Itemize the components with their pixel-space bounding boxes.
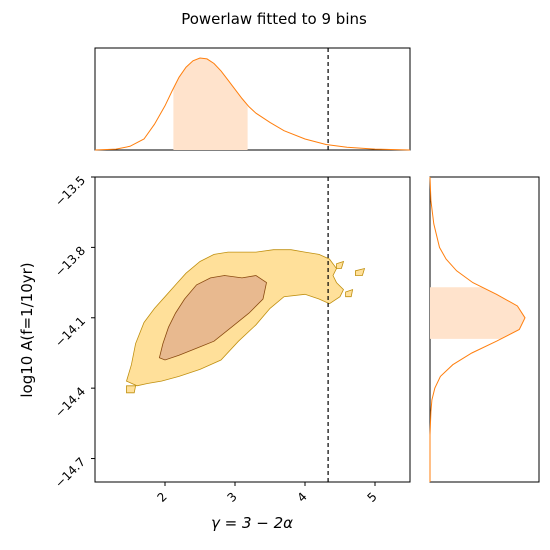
contour-island <box>345 288 354 298</box>
joint-panel: 2 3 4 5 −13.5 −13.8 −14.1 −14.4 −14.7 <box>52 173 411 505</box>
x-tick-label: 5 <box>365 490 380 505</box>
credible-interval-right <box>430 287 525 339</box>
posterior-line-amplitude <box>429 176 526 482</box>
x-tick-label: 3 <box>225 490 240 505</box>
y-tick-label: −14.4 <box>52 384 88 420</box>
contour-inner <box>158 275 267 361</box>
x-tick-label: 4 <box>295 490 310 505</box>
top-marginal-frame <box>94 47 411 151</box>
credible-interval-top <box>173 58 248 151</box>
contour-island <box>126 385 137 394</box>
y-axis-label: log10 A(f=1/10yr) <box>18 262 36 397</box>
chart-title: Powerlaw fitted to 9 bins <box>181 10 367 28</box>
top-marginal-panel <box>94 47 411 151</box>
y-tick-label: −13.8 <box>52 244 88 280</box>
y-tick-label: −14.7 <box>52 455 88 491</box>
posterior-line-gamma <box>94 57 411 151</box>
contour-island <box>355 267 366 276</box>
y-tick-label: −13.5 <box>52 173 88 209</box>
joint-frame <box>94 176 411 483</box>
contour-island <box>336 260 345 269</box>
x-axis-label: γ = 3 − 2α <box>211 514 293 532</box>
right-marginal-panel <box>429 176 540 483</box>
y-tick-label: −14.1 <box>52 314 88 350</box>
x-tick-label: 2 <box>155 490 170 505</box>
